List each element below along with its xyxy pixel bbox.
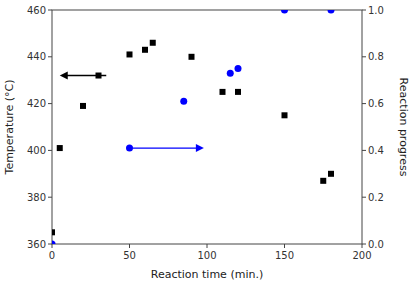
- series: [52, 40, 334, 236]
- y-tick-label: 380: [27, 192, 46, 203]
- arrow-shaft: [66, 75, 107, 76]
- y-tick: [48, 244, 52, 245]
- point: [52, 241, 56, 245]
- y2-tick: [362, 10, 366, 11]
- arrow-head: [196, 144, 204, 152]
- y2-tick-label: 1.0: [368, 5, 384, 16]
- x-tick-label: 200: [352, 250, 371, 261]
- point: [328, 171, 334, 177]
- y2-tick: [362, 244, 366, 245]
- y-tick-label: 420: [27, 98, 46, 109]
- point: [80, 103, 86, 109]
- point: [227, 70, 234, 77]
- arrow-shaft: [133, 147, 198, 148]
- x-tick: [129, 244, 130, 248]
- series: [52, 10, 335, 244]
- x-axis-label: Reaction time (min.): [151, 268, 263, 281]
- y-tick-label: 440: [27, 51, 46, 62]
- y2-tick-label: 0.8: [368, 51, 384, 62]
- point: [126, 145, 133, 152]
- arrow: [60, 72, 107, 80]
- y-tick: [48, 10, 52, 11]
- y2-tick: [362, 197, 366, 198]
- y2-axis-label: Reaction progress: [397, 78, 410, 177]
- point: [235, 65, 242, 72]
- point: [180, 98, 187, 105]
- y-tick: [48, 150, 52, 151]
- x-tick: [362, 244, 363, 248]
- point: [281, 10, 288, 14]
- point: [282, 112, 288, 118]
- x-tick-label: 100: [197, 250, 216, 261]
- point: [142, 47, 148, 53]
- y2-tick-label: 0.4: [368, 145, 384, 156]
- y-tick-label: 360: [27, 239, 46, 250]
- plot-area: [52, 10, 335, 244]
- plot-frame: [52, 10, 362, 244]
- y2-tick-label: 0.2: [368, 192, 384, 203]
- y-tick-label: 400: [27, 145, 46, 156]
- y-tick: [48, 56, 52, 57]
- y-tick: [48, 197, 52, 198]
- point: [52, 229, 55, 235]
- y2-tick-label: 0.6: [368, 98, 384, 109]
- point: [127, 51, 133, 57]
- arrow-head: [60, 72, 68, 80]
- point: [189, 54, 195, 60]
- x-tick: [52, 244, 53, 248]
- point: [57, 145, 63, 151]
- point: [220, 89, 226, 95]
- x-tick: [284, 244, 285, 248]
- point: [328, 10, 335, 14]
- y-axis-label: Temperature (°C): [3, 80, 16, 176]
- y-tick-label: 460: [27, 5, 46, 16]
- point: [150, 40, 156, 46]
- chart: 0 50 100 150 200 360 380 400 420 440 460 0.0 0.2 0.4 0…: [0, 0, 412, 286]
- y-tick: [48, 103, 52, 104]
- point: [235, 89, 241, 95]
- y2-tick: [362, 56, 366, 57]
- x-tick: [207, 244, 208, 248]
- x-tick-label: 50: [123, 250, 136, 261]
- point: [320, 178, 326, 184]
- y2-tick: [362, 150, 366, 151]
- arrow: [133, 144, 204, 152]
- x-tick-label: 0: [49, 250, 55, 261]
- y2-tick: [362, 103, 366, 104]
- y2-tick-label: 0.0: [368, 239, 384, 250]
- x-tick-label: 150: [275, 250, 294, 261]
